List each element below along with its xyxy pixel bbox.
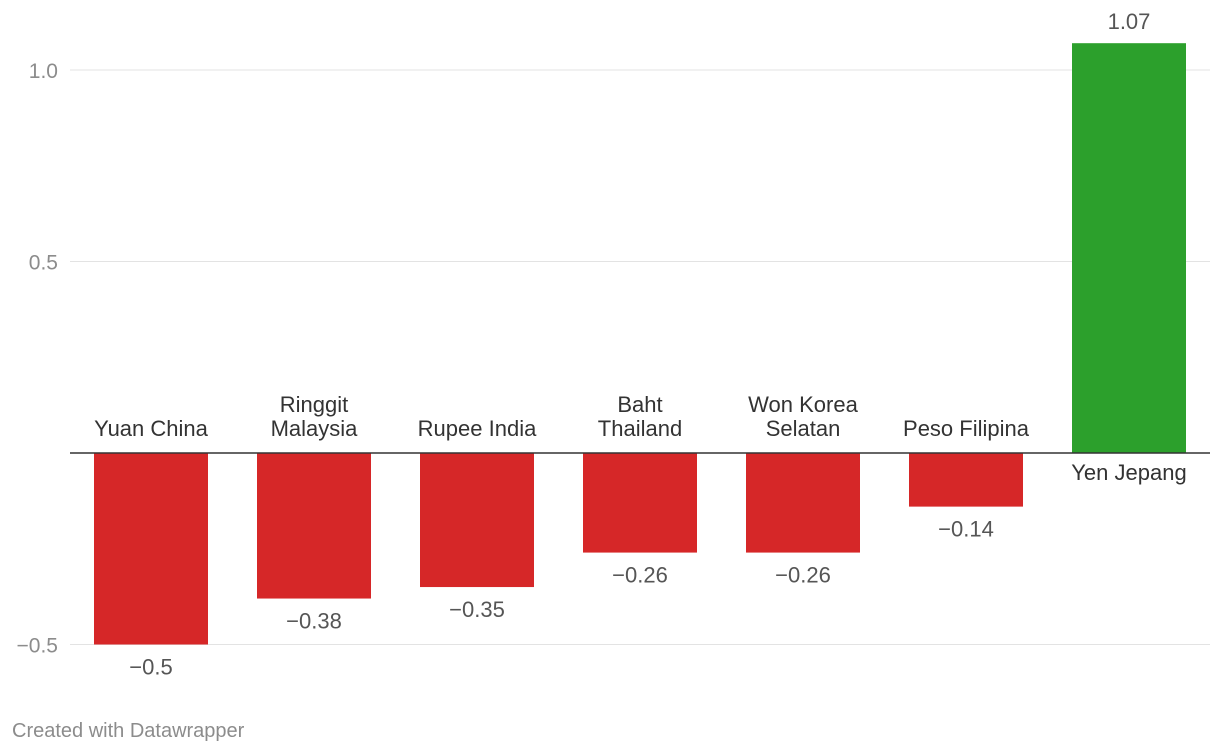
bars: [94, 43, 1186, 645]
bar: [94, 453, 208, 645]
category-label: Won Korea Selatan: [748, 392, 858, 441]
category-label: Peso Filipina: [903, 416, 1030, 441]
category-label: Yuan China: [94, 416, 209, 441]
bar: [746, 453, 860, 553]
value-label: −0.26: [775, 563, 831, 588]
value-label: −0.38: [286, 609, 342, 634]
category-label: Baht Thailand: [598, 392, 682, 441]
y-tick-label: −0.5: [17, 635, 58, 658]
category-label: Ringgit Malaysia: [271, 392, 359, 441]
category-label: Rupee India: [418, 416, 537, 441]
value-label: 1.07: [1108, 9, 1151, 34]
bar: [909, 453, 1023, 507]
value-label: −0.35: [449, 597, 505, 622]
value-label: −0.26: [612, 563, 668, 588]
bar: [583, 453, 697, 553]
y-tick-label: 1.0: [29, 60, 58, 83]
credit-footer: Created with Datawrapper: [12, 720, 245, 742]
y-tick-label: 0.5: [29, 252, 58, 275]
value-label: −0.14: [938, 517, 994, 542]
bar: [1072, 43, 1186, 453]
bar: [257, 453, 371, 599]
value-label: −0.5: [129, 655, 172, 680]
gridlines: 1.0 0.5 −0.5: [17, 60, 1210, 658]
bar: [420, 453, 534, 588]
category-label: Yen Jepang: [1071, 460, 1186, 485]
labels: −0.5 Yuan China −0.38 Ringgit Malaysia −0.35 R…: [94, 9, 1187, 679]
